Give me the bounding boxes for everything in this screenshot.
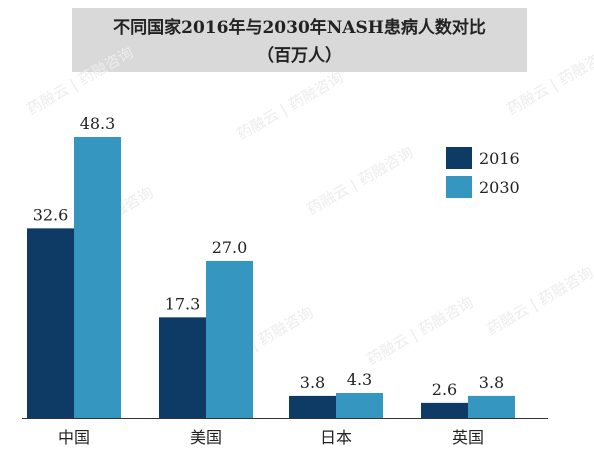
chart-subtitle-unit: （百万人） [257, 46, 342, 66]
bar-2030-4 [468, 395, 515, 418]
bar-2030-1 [74, 137, 121, 418]
data-label: 27.0 [212, 238, 248, 257]
chart-title-box: 不同国家2016年与2030年NASH患病人数对比 （百万人） [72, 8, 527, 72]
data-label: 3.8 [300, 373, 325, 392]
bar-2030-2 [206, 260, 253, 418]
legend-swatch-2016 [446, 147, 472, 169]
x-tick-label: 中国 [58, 428, 90, 447]
bar-2016-2 [159, 317, 206, 418]
data-label: 2.6 [432, 380, 457, 399]
data-label: 3.8 [479, 373, 504, 392]
data-label: 32.6 [33, 205, 69, 224]
x-tick-label: 美国 [190, 428, 222, 447]
data-label: 48.3 [80, 114, 116, 133]
data-label: 17.3 [165, 294, 201, 313]
bar-2030-3 [336, 392, 383, 418]
bar-2016-3 [289, 395, 336, 418]
data-label: 4.3 [347, 370, 372, 389]
x-tick-label: 日本 [320, 428, 352, 447]
bar-2016-4 [421, 402, 468, 418]
legend-label-2016: 2016 [479, 149, 520, 168]
legend-label-2030: 2030 [479, 178, 520, 197]
x-tick-label: 英国 [452, 428, 484, 447]
chart-title: 不同国家2016年与2030年NASH患病人数对比 [113, 18, 486, 38]
legend-swatch-2030 [446, 176, 472, 198]
bar-2016-1 [27, 228, 74, 418]
